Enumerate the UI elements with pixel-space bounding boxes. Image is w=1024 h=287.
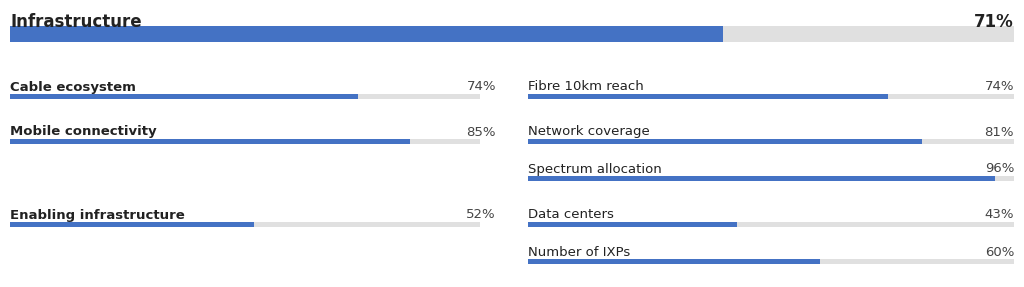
Text: Spectrum allocation: Spectrum allocation — [528, 162, 662, 175]
Text: 96%: 96% — [985, 162, 1014, 175]
Text: 74%: 74% — [467, 80, 496, 94]
Text: Enabling infrastructure: Enabling infrastructure — [10, 208, 184, 222]
Text: 43%: 43% — [984, 208, 1014, 222]
Text: Network coverage: Network coverage — [528, 125, 650, 139]
Text: 71%: 71% — [974, 13, 1014, 31]
Text: 52%: 52% — [466, 208, 496, 222]
Text: Data centers: Data centers — [528, 208, 613, 222]
Text: 81%: 81% — [984, 125, 1014, 139]
Text: 85%: 85% — [467, 125, 496, 139]
Text: Infrastructure: Infrastructure — [10, 13, 141, 31]
Text: Number of IXPs: Number of IXPs — [528, 245, 630, 259]
Text: Cable ecosystem: Cable ecosystem — [10, 80, 136, 94]
Text: 60%: 60% — [985, 245, 1014, 259]
Text: 74%: 74% — [984, 80, 1014, 94]
Text: Fibre 10km reach: Fibre 10km reach — [528, 80, 644, 94]
Text: Mobile connectivity: Mobile connectivity — [10, 125, 157, 139]
